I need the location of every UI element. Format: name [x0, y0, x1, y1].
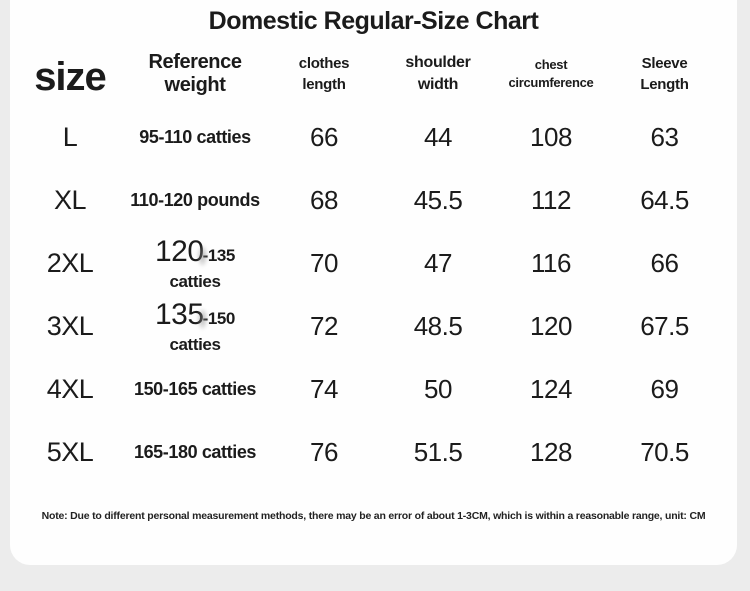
- column-header-shoulder-width: shoulder width: [405, 53, 471, 93]
- reference-weight-value: 110-120 pounds: [130, 190, 260, 210]
- chart-title: Domestic Regular-Size Chart: [208, 6, 539, 35]
- column-header-clothes-length: clothes length: [298, 55, 350, 93]
- reference-weight-value: 150-165 catties: [133, 379, 257, 399]
- sleeve-length-value: 66: [650, 248, 679, 278]
- chest-circumference-value: 128: [530, 437, 572, 467]
- clothes-length-value: 70: [310, 248, 338, 278]
- size-label: 5XL: [46, 437, 94, 467]
- size-label: XL: [53, 185, 87, 215]
- table-row: 3XL 135-150 catties 72 48.5 120 67.5: [10, 295, 737, 358]
- sleeve-length-value: 69: [650, 374, 679, 404]
- table-row: 4XL 150-165 catties 74 50 124 69: [10, 358, 737, 421]
- table-row: 5XL 165-180 catties 76 51.5 128 70.5: [10, 421, 737, 484]
- shoulder-width-value: 44: [424, 122, 452, 152]
- sleeve-length-value: 64.5: [640, 185, 689, 215]
- column-header-chest-circumference: chest circumference: [508, 56, 594, 90]
- clothes-length-value: 66: [310, 122, 338, 152]
- size-label: 4XL: [46, 374, 94, 404]
- blur-smudge: [194, 241, 210, 271]
- size-chart-card: Domestic Regular-Size Chart size Referen…: [10, 0, 737, 565]
- measurement-note: Note: Due to different personal measurem…: [41, 510, 706, 522]
- chest-circumference-value: 108: [530, 122, 572, 152]
- table-row: L 95-110 catties 66 44 108 63: [10, 106, 737, 169]
- reference-weight-value: 95-110 catties: [139, 127, 251, 147]
- table-header-row: size Reference weight clothes length sho…: [10, 42, 737, 106]
- shoulder-width-value: 47: [424, 248, 452, 278]
- chest-circumference-value: 112: [531, 185, 571, 215]
- clothes-length-value: 72: [310, 311, 338, 341]
- clothes-length-value: 76: [310, 437, 338, 467]
- sleeve-length-value: 63: [650, 122, 679, 152]
- blur-smudge: [194, 304, 210, 334]
- weight-suffix: -150 catties: [169, 309, 235, 354]
- sleeve-length-value: 70.5: [640, 437, 689, 467]
- table-row: XL 110-120 pounds 68 45.5 112 64.5: [10, 169, 737, 232]
- weight-suffix: -135 catties: [169, 246, 235, 291]
- shoulder-width-value: 51.5: [413, 437, 463, 467]
- column-header-sleeve-length: Sleeve Length: [640, 55, 689, 93]
- chest-circumference-value: 120: [530, 311, 572, 341]
- shoulder-width-value: 48.5: [413, 311, 463, 341]
- clothes-length-value: 68: [310, 185, 338, 215]
- reference-weight-value: 120-135 catties: [130, 235, 260, 292]
- reference-weight-value: 165-180 catties: [133, 442, 257, 462]
- clothes-length-value: 74: [310, 374, 338, 404]
- chest-circumference-value: 116: [531, 248, 571, 278]
- reference-weight-value: 135-150 catties: [130, 298, 260, 355]
- column-header-size: size: [34, 54, 107, 99]
- column-header-reference-weight: Reference weight: [148, 51, 242, 96]
- shoulder-width-value: 45.5: [413, 185, 463, 215]
- sleeve-length-value: 67.5: [640, 311, 689, 341]
- table-row: 2XL 120-135 catties 70 47 116 66: [10, 232, 737, 295]
- size-label: L: [62, 122, 78, 152]
- shoulder-width-value: 50: [424, 374, 452, 404]
- size-label: 2XL: [46, 248, 94, 278]
- size-label: 3XL: [46, 311, 94, 341]
- chest-circumference-value: 124: [530, 374, 572, 404]
